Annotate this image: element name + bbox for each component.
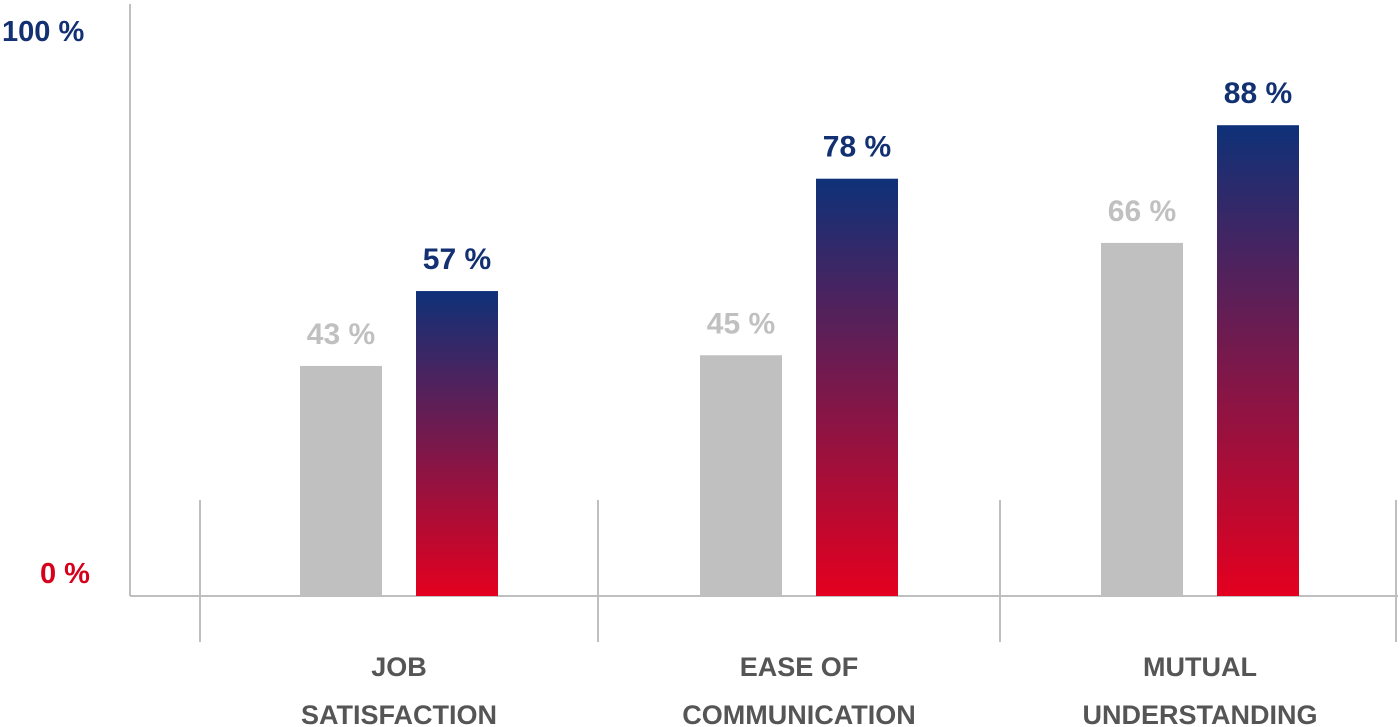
bar-series-1-1 — [300, 365, 382, 596]
y-tick-label-min: 0 % — [40, 558, 90, 590]
category-label-2-line-2: COMMUNICATION — [682, 700, 915, 727]
category-label-3-line-2: UNDERSTANDING — [1083, 700, 1318, 727]
bar-series-1-3 — [1101, 242, 1183, 596]
category-label-1-line-2: SATISFACTION — [301, 700, 497, 727]
bar-series-2-3 — [1217, 125, 1299, 596]
data-label-series-1-1: 43 % — [307, 318, 375, 351]
data-label-series-1-2: 45 % — [707, 307, 775, 340]
bar-series-2-1 — [416, 291, 498, 596]
y-tick-label-max: 100 % — [2, 16, 84, 48]
category-label-3-line-1: MUTUAL — [1143, 652, 1257, 682]
data-label-series-2-1: 57 % — [423, 243, 491, 276]
category-label-1-line-1: JOB — [371, 652, 427, 682]
bars-group — [300, 125, 1299, 596]
bar-series-2-2 — [816, 178, 898, 596]
data-label-series-2-3: 88 % — [1224, 77, 1292, 110]
data-label-series-1-3: 66 % — [1108, 195, 1176, 228]
bar-series-1-2 — [700, 355, 782, 596]
data-label-series-2-2: 78 % — [823, 131, 891, 164]
category-labels-group: JOB SATISFACTION EASE OF COMMUNICATION MUTUA… — [301, 652, 1318, 727]
category-label-2-line-1: EASE OF — [740, 652, 859, 682]
value-labels-group: 43 % 57 % 45 % 78 % 66 % 88 % — [307, 77, 1292, 351]
